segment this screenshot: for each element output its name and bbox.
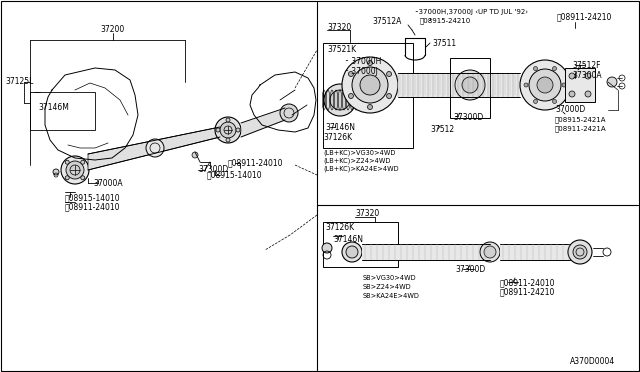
Text: ⓜ08915-24210: ⓜ08915-24210 [420, 18, 471, 24]
Text: ⁃37000H,37000J ‹UP TD JUL '92›: ⁃37000H,37000J ‹UP TD JUL '92› [415, 9, 528, 15]
Circle shape [534, 99, 538, 103]
Circle shape [236, 128, 240, 132]
Circle shape [53, 169, 59, 175]
Text: 37126K: 37126K [325, 224, 354, 232]
Circle shape [367, 105, 372, 109]
Text: 37000A: 37000A [93, 180, 123, 189]
Polygon shape [88, 127, 220, 170]
Text: 37300D: 37300D [198, 166, 228, 174]
Circle shape [146, 139, 164, 157]
Text: 37200: 37200 [101, 26, 125, 35]
Circle shape [607, 77, 617, 87]
Circle shape [534, 67, 538, 71]
Circle shape [524, 83, 528, 87]
Circle shape [66, 161, 84, 179]
Circle shape [226, 118, 230, 122]
Circle shape [280, 104, 298, 122]
Text: A370D0004: A370D0004 [570, 357, 615, 366]
Text: 37300D: 37300D [455, 266, 485, 275]
Circle shape [568, 240, 592, 264]
Text: 37300D: 37300D [453, 112, 483, 122]
Text: 37320: 37320 [355, 208, 380, 218]
Circle shape [520, 60, 570, 110]
Circle shape [342, 242, 362, 262]
Text: ⓝ08911-24010: ⓝ08911-24010 [65, 202, 120, 212]
Circle shape [330, 90, 350, 110]
Text: 37146M: 37146M [38, 103, 69, 112]
Circle shape [387, 93, 392, 99]
Circle shape [585, 91, 591, 97]
Circle shape [61, 156, 89, 184]
Bar [565, 68, 595, 102]
Text: (LB+KC)>VG30>4WD: (LB+KC)>VG30>4WD [323, 150, 396, 156]
Circle shape [387, 71, 392, 77]
Circle shape [552, 99, 557, 103]
Circle shape [226, 138, 230, 142]
Circle shape [322, 243, 332, 253]
Text: 37300A: 37300A [572, 71, 602, 80]
Circle shape [216, 128, 220, 132]
Circle shape [537, 77, 553, 93]
Text: SB>VG30>4WD: SB>VG30>4WD [363, 275, 417, 281]
Circle shape [192, 152, 198, 158]
Circle shape [462, 77, 478, 93]
Circle shape [346, 246, 358, 258]
Text: 37512: 37512 [430, 125, 454, 135]
Text: (LB+KC)>KA24E>4WD: (LB+KC)>KA24E>4WD [323, 166, 399, 172]
Circle shape [348, 71, 353, 77]
Text: 37512A: 37512A [372, 17, 401, 26]
Circle shape [352, 67, 388, 103]
Text: 37125L: 37125L [5, 77, 33, 87]
Text: 37511: 37511 [432, 38, 456, 48]
Text: ⓝ08911-24210: ⓝ08911-24210 [500, 288, 556, 296]
Circle shape [480, 242, 500, 262]
Circle shape [573, 245, 587, 259]
Circle shape [324, 84, 356, 116]
Circle shape [484, 246, 496, 258]
Text: 37000D: 37000D [555, 106, 585, 115]
Circle shape [220, 122, 236, 138]
Text: 37126K: 37126K [323, 134, 352, 142]
Text: ⁃ 37000J: ⁃ 37000J [345, 67, 378, 77]
Circle shape [569, 73, 575, 79]
Text: 37146N: 37146N [333, 235, 363, 244]
Text: 37146N: 37146N [325, 124, 355, 132]
Circle shape [552, 67, 557, 71]
Text: ⓜ08915-14010: ⓜ08915-14010 [65, 193, 120, 202]
Bar [323, 43, 413, 148]
Circle shape [367, 61, 372, 65]
Text: 37521K: 37521K [327, 45, 356, 54]
Text: ⓜ08915-14010: ⓜ08915-14010 [207, 170, 262, 180]
Circle shape [342, 57, 398, 113]
Text: SB>Z24>4WD: SB>Z24>4WD [363, 284, 412, 290]
Circle shape [65, 160, 69, 164]
Text: ⁃ 37000H: ⁃ 37000H [345, 58, 381, 67]
Circle shape [65, 176, 69, 180]
Text: ⓜ08915-2421A: ⓜ08915-2421A [555, 117, 607, 123]
Text: ⓝ08911-24010: ⓝ08911-24010 [228, 158, 284, 167]
Circle shape [360, 75, 380, 95]
Circle shape [81, 176, 84, 180]
Bar [450, 58, 490, 118]
Text: 37512F: 37512F [572, 61, 600, 70]
Text: ⓝ08911-24210: ⓝ08911-24210 [557, 13, 612, 22]
Text: ⓝ08911-2421A: ⓝ08911-2421A [555, 126, 607, 132]
Circle shape [529, 69, 561, 101]
Text: (LB+KC)>Z24>4WD: (LB+KC)>Z24>4WD [323, 158, 390, 164]
Bar [323, 222, 398, 267]
Bar [30, 92, 95, 130]
Circle shape [585, 73, 591, 79]
Text: SB>KA24E>4WD: SB>KA24E>4WD [363, 293, 420, 299]
Text: ⓜ08911-24010: ⓜ08911-24010 [500, 279, 556, 288]
Circle shape [569, 91, 575, 97]
Circle shape [562, 83, 566, 87]
Text: 37320: 37320 [327, 22, 351, 32]
Circle shape [348, 93, 353, 99]
Circle shape [81, 160, 84, 164]
Circle shape [455, 70, 485, 100]
Circle shape [215, 117, 241, 143]
